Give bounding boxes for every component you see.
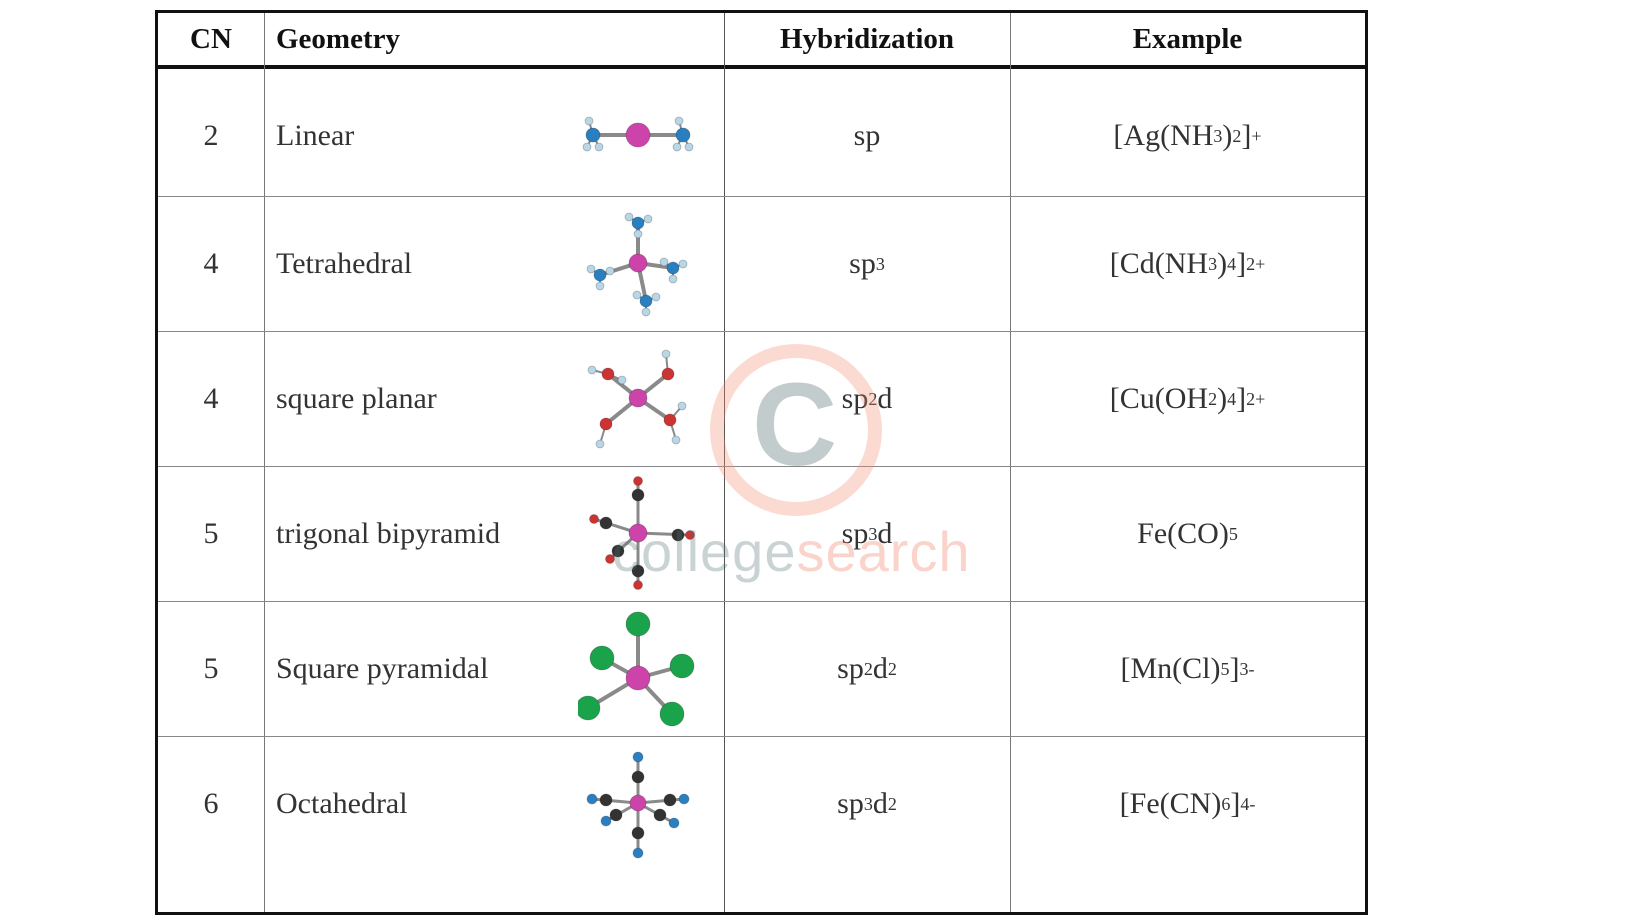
cell-hybridization: sp 3 [724, 197, 1010, 331]
cell-geometry: Linear [276, 119, 355, 152]
cell-cn: 4 [203, 247, 219, 280]
header-cn: CN [190, 22, 232, 55]
ex-sup: + [1251, 125, 1262, 146]
ex-post: ] [1229, 652, 1240, 685]
header-hybridization: Hybridization [779, 22, 954, 55]
hyb-sup2: 2 [887, 793, 897, 814]
cell-cn: 2 [203, 119, 219, 152]
hyb-sup1: 3 [875, 253, 885, 274]
ex-sup: 2+ [1246, 253, 1266, 274]
ex-pre: Fe(CO) [1137, 517, 1229, 550]
coordination-geometry-table: CN Geometry Hybridization Example 2 Linea… [155, 10, 1368, 915]
ex-post: ] [1236, 382, 1247, 415]
ex-sub1: 5 [1228, 523, 1238, 544]
hyb-sup1: 2 [863, 658, 873, 679]
cell-cn: 4 [203, 382, 219, 415]
cell-cn: 5 [203, 652, 219, 685]
header-example: Example [1132, 22, 1243, 55]
row-divider [158, 601, 1365, 602]
hyb-base: sp [841, 382, 869, 415]
ex-sub1: 2 [1208, 388, 1218, 409]
table-header [158, 13, 1365, 69]
cell-example: [Cd(NH 3) 4] 2+ [1010, 197, 1365, 331]
ex-sub1: 3 [1208, 253, 1218, 274]
cell-hybridization: sp 2 d 2 [724, 602, 1010, 736]
hyb-mid: d [872, 787, 888, 820]
hyb-mid: d [877, 517, 893, 550]
cell-geometry: Tetrahedral [276, 247, 413, 280]
cell-geometry: Octahedral [276, 787, 408, 820]
hyb-base: sp [849, 247, 876, 280]
ex-sup: 4- [1240, 793, 1256, 814]
cell-geometry: square planar [276, 382, 437, 415]
cell-cn: 6 [203, 787, 219, 820]
ex-sub1: 6 [1221, 793, 1231, 814]
cell-example: [Ag(NH 3) 2] + [1010, 69, 1365, 203]
ex-sub2: 2 [1232, 125, 1242, 146]
hyb-sup1: 3 [863, 793, 873, 814]
hyb-sup1: 3 [868, 523, 878, 544]
cell-hybridization: sp 3 d 2 [724, 737, 1010, 871]
ex-pre: [Cd(NH [1109, 247, 1209, 280]
ex-sub1: 3 [1213, 125, 1223, 146]
row-divider [158, 736, 1365, 737]
cell-hybridization: sp 3 d [724, 467, 1010, 601]
hyb-sup1: 2 [868, 388, 878, 409]
tetrahedral-molecule-icon [578, 205, 698, 323]
col-divider [264, 13, 265, 912]
col-divider [1010, 13, 1011, 912]
cell-geometry: Square pyramidal [276, 652, 489, 685]
ex-sup: 3- [1239, 658, 1255, 679]
ex-post: ] [1241, 119, 1252, 152]
row-divider [158, 466, 1365, 467]
ex-pre: [Fe(CN) [1119, 787, 1222, 820]
row-divider [158, 331, 1365, 332]
ex-post: ] [1236, 247, 1247, 280]
linear-molecule-icon [578, 77, 698, 195]
header-geometry: Geometry [276, 22, 400, 55]
ex-pre: [Mn(Cl) [1120, 652, 1221, 685]
cell-hybridization: sp 2 d [724, 332, 1010, 466]
ex-pre: [Ag(NH [1113, 119, 1214, 152]
ex-sub2: 4 [1227, 388, 1237, 409]
ex-mid: ) [1222, 119, 1233, 152]
hyb-mid: d [877, 382, 893, 415]
ex-post: ] [1230, 787, 1241, 820]
ex-sub2: 4 [1227, 253, 1237, 274]
hyb-base: sp [837, 652, 864, 685]
square-pyramidal-molecule-icon [575, 610, 698, 728]
row-divider [158, 196, 1365, 197]
trigonal-bipyramid-molecule-icon [578, 475, 698, 593]
ex-sub1: 5 [1220, 658, 1230, 679]
col-divider [724, 13, 725, 912]
square-planar-molecule-icon [578, 340, 698, 458]
cell-example: [Fe(CN) 6] 4- [1010, 737, 1365, 871]
hyb-base: sp [841, 517, 869, 550]
cell-example: [Cu(OH 2) 4] 2+ [1010, 332, 1365, 466]
cell-example: Fe(CO) 5 [1010, 467, 1365, 601]
hyb-base: sp [837, 787, 864, 820]
octahedral-molecule-icon [578, 745, 698, 863]
ex-mid: ) [1217, 247, 1228, 280]
cell-cn: 5 [203, 517, 219, 550]
hyb-base: sp [853, 119, 881, 152]
cell-example: [Mn(Cl) 5] 3- [1010, 602, 1365, 736]
ex-mid: ) [1217, 382, 1228, 415]
ex-sup: 2+ [1246, 388, 1266, 409]
hyb-mid: d [872, 652, 888, 685]
hyb-sup2: 2 [887, 658, 897, 679]
cell-geometry: trigonal bipyramid [276, 517, 501, 550]
cell-hybridization: sp [724, 69, 1010, 203]
ex-pre: [Cu(OH [1109, 382, 1209, 415]
